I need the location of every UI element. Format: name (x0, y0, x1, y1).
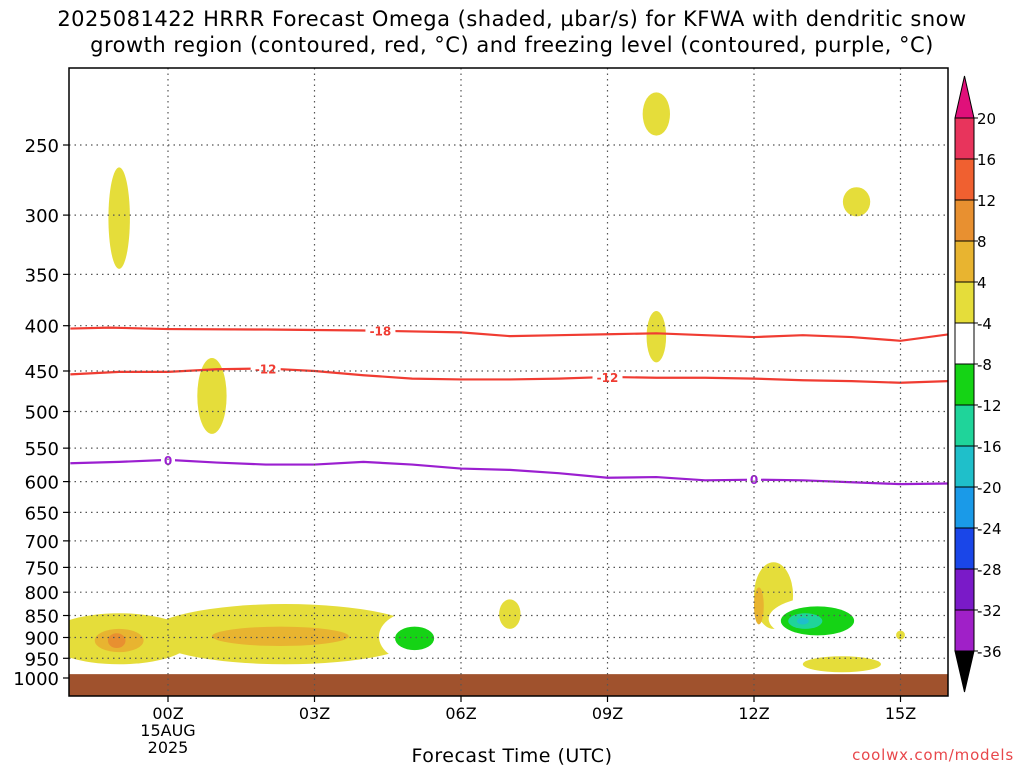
omega-region-7 (402, 430, 442, 507)
colorbar-segment (954, 240, 975, 283)
colorbar-label-16: 16 (977, 151, 996, 169)
plot-frame (68, 67, 949, 697)
x-tick-label-06Z: 06Z (445, 704, 476, 723)
y-tick-label-750: 750 (25, 558, 59, 579)
contour-label-0: 0 (750, 473, 758, 487)
omega-region-19 (395, 626, 435, 651)
y-tick-label-1000: 1000 (13, 669, 59, 690)
colorbar-label--8: -8 (977, 356, 992, 374)
contour-label-bg (365, 323, 396, 338)
y-tick-label-700: 700 (25, 532, 59, 553)
y-tick-label-600: 600 (25, 473, 59, 494)
colorbar-segment (954, 609, 975, 652)
y-tick-label-900: 900 (25, 628, 59, 649)
y-tick-label-300: 300 (25, 206, 59, 227)
y-tick-label-250: 250 (25, 136, 59, 157)
title-line-1: 2025081422 HRRR Forecast Omega (shaded, … (57, 7, 967, 31)
omega-region-11 (499, 599, 521, 629)
omega-region-0 (108, 167, 130, 269)
title-line-2: growth region (contoured, red, °C) and f… (90, 33, 934, 57)
colorbar-segment (954, 486, 975, 529)
contour-0 (70, 458, 948, 486)
colorbar-label-20: 20 (977, 110, 996, 128)
omega-region-3 (642, 92, 671, 136)
colorbar-label--4: -4 (977, 315, 992, 333)
x-tick-label-03Z: 03Z (299, 704, 330, 723)
colorbar-label--24: -24 (977, 520, 1002, 538)
colorbar-label-12: 12 (977, 192, 996, 210)
x-tick-label-12Z: 12Z (738, 704, 769, 723)
colorbar-segment (954, 363, 975, 406)
y-tick-label-550: 550 (25, 439, 59, 460)
contour--12 (70, 367, 948, 384)
omega-region-12 (644, 610, 669, 646)
colorbar-segment (954, 445, 975, 488)
omega-region-15 (107, 633, 126, 649)
colorbar-segment (954, 158, 975, 201)
terrain-fill (69, 674, 948, 696)
omega-region-17 (211, 626, 349, 646)
x-tick-label-09Z: 09Z (592, 704, 623, 723)
y-tick-label-950: 950 (25, 649, 59, 670)
colorbar-label--12: -12 (977, 397, 1002, 415)
contour-label--12: -12 (597, 371, 619, 385)
colorbar-label-4: 4 (977, 274, 987, 292)
y-tick-label-650: 650 (25, 503, 59, 524)
omega-region-26 (802, 656, 881, 673)
colorbar-segment (954, 527, 975, 570)
y-tick-label-400: 400 (25, 317, 59, 338)
colorbar-label--36: -36 (977, 643, 1002, 661)
plot-area: -18 -12 -12 0 0 (69, 92, 948, 696)
omega-region-4 (627, 191, 686, 261)
y-tick-label-500: 500 (25, 403, 59, 424)
colorbar-segment (954, 404, 975, 447)
colorbar-label-8: 8 (977, 233, 987, 251)
credit-link[interactable]: coolwx.com/models (852, 746, 1014, 764)
grid (69, 68, 948, 696)
x-tick-label-00Z: 00Z (152, 704, 183, 723)
colorbar-label--28: -28 (977, 561, 1002, 579)
contour-label-bg (250, 361, 281, 376)
colorbar-bottom-arrow (954, 650, 975, 693)
y-tick-label-850: 850 (25, 607, 59, 628)
x-axis-label: Forecast Time (UTC) (411, 745, 613, 767)
colorbar-label--32: -32 (977, 602, 1002, 620)
colorbar-label--16: -16 (977, 438, 1002, 456)
contour-label--18: -18 (370, 324, 392, 338)
colorbar-label--20: -20 (977, 479, 1002, 497)
colorbar-segment (954, 199, 975, 242)
y-tick-label-450: 450 (25, 362, 59, 383)
chart-title: 2025081422 HRRR Forecast Omega (shaded, … (0, 6, 1024, 58)
omega-region-2 (256, 325, 275, 395)
y-tick-label-350: 350 (25, 265, 59, 286)
x-tick-label-15Z: 15Z (885, 704, 916, 723)
omega-region-25 (733, 660, 766, 672)
colorbar-segment (954, 322, 975, 365)
omega-region-6 (842, 187, 871, 217)
omega-region-1 (197, 357, 227, 434)
contour-label-bg (747, 472, 761, 487)
colorbar: 20 16 12 8 4 -4 -8 -12 -16 -20 -24 -28 -32 -36 (954, 75, 1002, 693)
omega-region-5 (646, 311, 667, 363)
x-tick-sublabel: 2025 (148, 738, 189, 757)
y-tick-label-800: 800 (25, 583, 59, 604)
colorbar-segment (954, 117, 975, 160)
contour--18 (70, 326, 948, 342)
x-tick-sublabel: 15AUG (140, 721, 195, 740)
omega-region-10 (754, 587, 764, 625)
contour-label--12: -12 (255, 362, 277, 376)
colorbar-top-arrow (954, 75, 975, 119)
contour-label-0: 0 (164, 454, 172, 468)
omega-region-23 (796, 617, 809, 625)
colorbar-segment (954, 568, 975, 611)
colorbar-segment (954, 281, 975, 324)
